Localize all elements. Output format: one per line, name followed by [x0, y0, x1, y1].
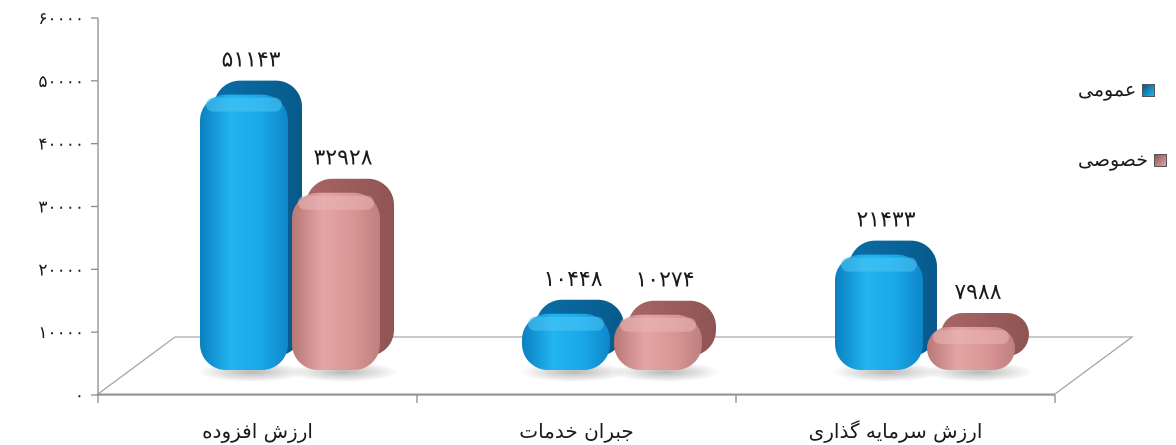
bar-private: [292, 192, 380, 370]
bar-public-highlight: [206, 97, 282, 112]
bar-public-highlight: [528, 316, 604, 331]
y-tick-label: ۱۰۰۰۰: [38, 323, 84, 343]
chart-legend: عمومی خصوصی: [1078, 78, 1168, 218]
x-category-label: ارزش افزوده: [202, 419, 313, 443]
y-tick-label: ۵۰۰۰۰: [38, 72, 84, 92]
bar-private-highlight: [933, 329, 1009, 344]
legend-item-public: عمومی: [1078, 78, 1168, 102]
data-label-private: ۳۲۹۲۸: [313, 146, 372, 171]
data-label-private: ۱۰۲۷۴: [635, 268, 694, 293]
data-label-public: ۲۱۴۳۳: [856, 208, 915, 233]
y-tick-label: ۲۰۰۰۰: [38, 260, 84, 280]
legend-swatch-public: [1142, 83, 1156, 97]
bar-private-highlight: [298, 195, 374, 210]
x-category-label: ارزش سرمایه گذاری: [809, 419, 983, 443]
y-tick-label: ۳۰۰۰۰: [38, 198, 84, 218]
legend-label-public: عمومی: [1078, 79, 1137, 101]
legend-swatch-private: [1154, 153, 1168, 167]
bar-public: [835, 254, 923, 370]
legend-label-private: خصوصی: [1078, 149, 1149, 171]
y-tick-label: ۴۰۰۰۰: [38, 135, 84, 155]
y-tick-label: ۶۰۰۰۰: [38, 9, 84, 29]
bar-public-highlight: [841, 257, 917, 272]
data-label-public: ۵۱۱۴۳: [221, 48, 280, 73]
y-tick-label: ۰: [75, 386, 84, 406]
data-label-public: ۱۰۴۴۸: [543, 267, 602, 292]
bar-public: [200, 94, 288, 371]
legend-item-private: خصوصی: [1078, 148, 1168, 172]
data-label-private: ۷۹۸۸: [954, 280, 1001, 305]
bar-private-highlight: [620, 317, 696, 332]
x-category-label: جبران خدمات: [519, 419, 634, 443]
